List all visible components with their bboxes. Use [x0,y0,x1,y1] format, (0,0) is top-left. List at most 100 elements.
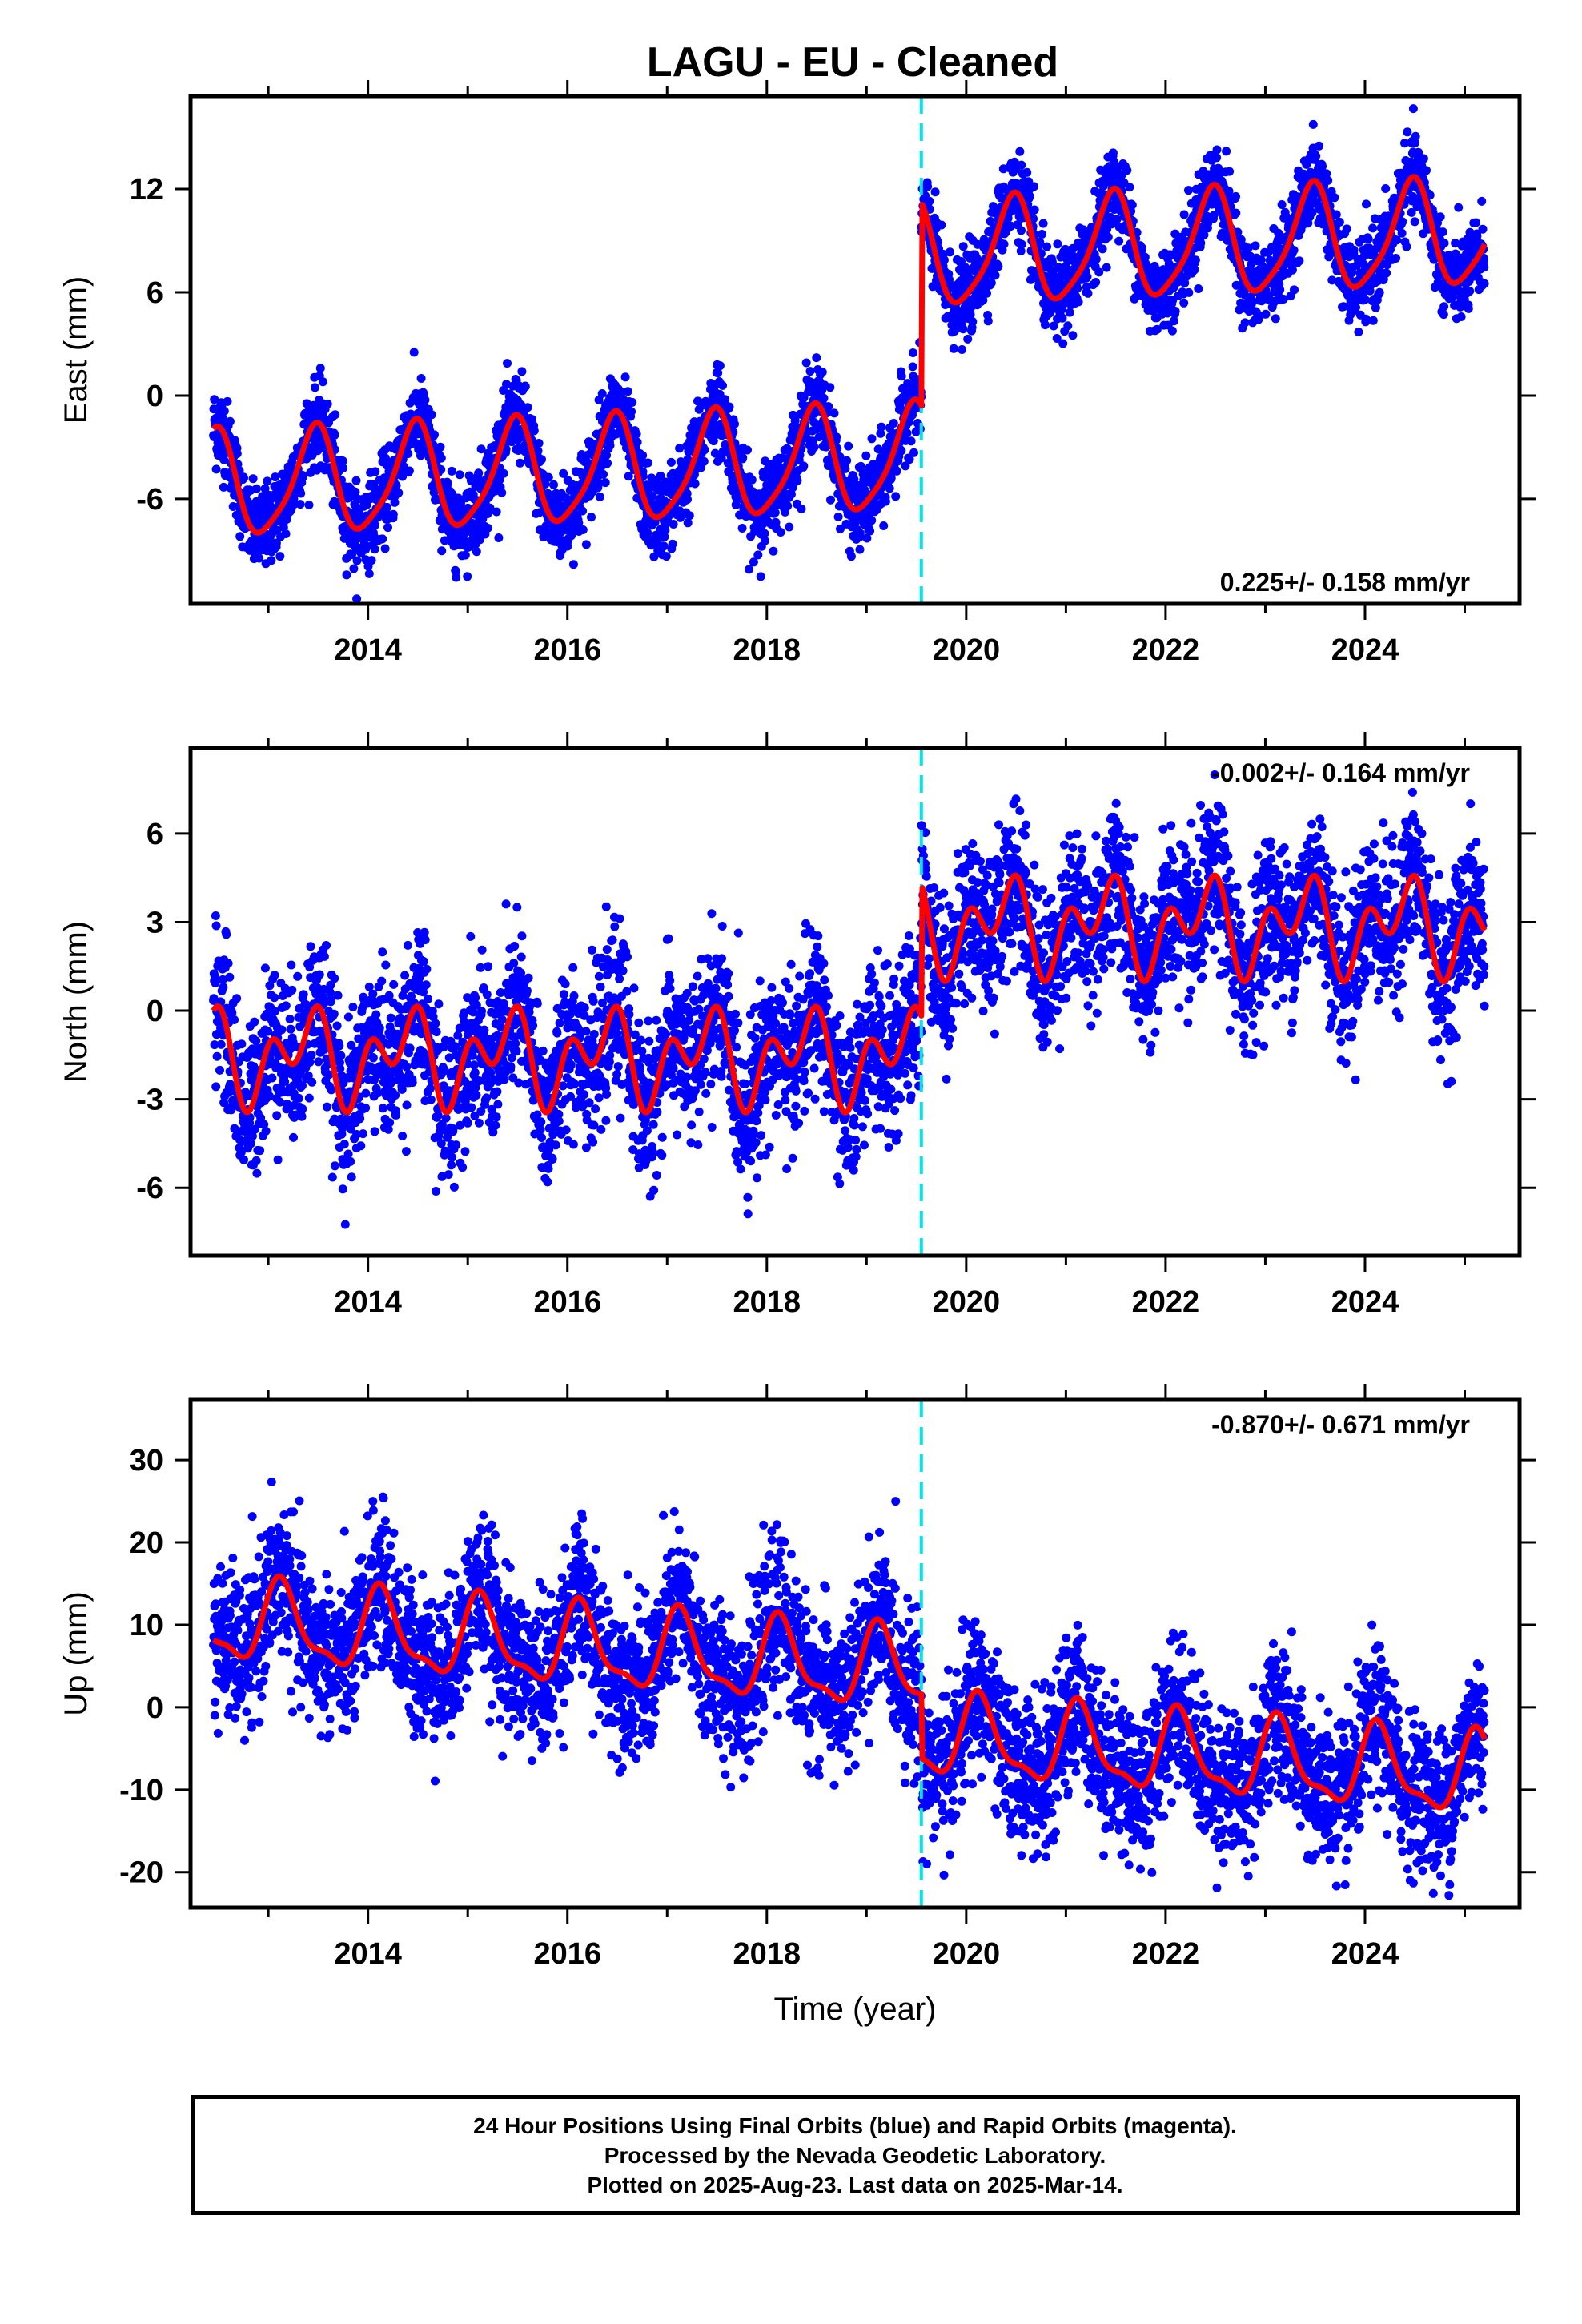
east-point [713,368,723,378]
east-point [1222,147,1231,156]
east-point [666,457,676,467]
east-point [1361,314,1371,324]
east-point [304,501,314,509]
east-point [1477,196,1487,206]
east-point [937,220,946,230]
east-point [1058,313,1067,323]
east-point [675,444,685,453]
east-point [330,430,339,440]
east-point [447,466,456,476]
east-point [620,372,630,382]
east-point [367,556,376,565]
east-point [587,513,596,522]
east-point [1330,193,1339,203]
north-point [285,1015,295,1023]
east-point [817,368,827,377]
east-point [600,478,610,488]
east-point [549,480,558,489]
east-point [809,442,819,452]
north-point [287,960,296,970]
east-point [1402,242,1411,251]
east-point [455,470,464,480]
east-point [1017,239,1026,249]
east-point [1454,203,1464,212]
east-point [339,464,348,472]
east-point [1091,278,1101,287]
east-point [797,504,806,513]
east-point [427,410,436,420]
east-x-tick-label: 2022 [1132,633,1200,667]
east-point [743,445,752,455]
east-point [535,508,544,517]
east-point [351,476,361,485]
east-point [452,573,461,582]
east-point [877,422,886,432]
east-point [349,564,359,573]
east-point [1308,119,1318,129]
east-point [930,187,940,197]
north-point [211,921,221,931]
east-point [769,546,778,556]
east-point [1017,226,1026,235]
east-point [497,488,507,497]
east-point [1456,312,1466,321]
east-point [311,383,319,392]
east-point [1354,328,1363,336]
east-point [906,436,916,446]
east-point [1053,239,1062,249]
east-point [1478,224,1488,234]
east-point [699,456,709,466]
east-y-tick-label: 12 [130,173,163,207]
east-point [605,440,615,450]
east-point [296,489,306,498]
east-point [709,419,719,428]
east-point [1114,236,1124,246]
east-point [1125,183,1134,192]
east-point [315,364,325,373]
east-point [1179,298,1189,308]
east-point [897,372,906,381]
east-point [749,557,758,567]
east-point [494,533,504,542]
east-point [908,362,917,372]
east-point [248,474,258,484]
east-y-tick-label: 0 [147,380,163,413]
east-point [436,453,446,463]
east-point [232,449,242,458]
east-point [632,429,641,439]
east-point [683,518,693,528]
north-point [215,1065,224,1075]
east-point [543,489,552,498]
east-point [352,594,362,604]
east-point [1251,241,1260,251]
east-point [958,242,968,251]
north-point [225,972,235,982]
east-point [760,536,769,545]
east-point [603,459,612,468]
east-point [581,540,591,549]
east-point [892,466,901,476]
north-point [251,1036,261,1046]
east-point [718,380,727,390]
east-point [223,396,232,406]
east-point [323,399,332,408]
east-point [819,393,829,403]
east-point [420,395,430,404]
east-point [745,565,754,574]
east-point [1311,151,1321,161]
east-point [812,353,821,363]
east-point [841,464,850,473]
east-point [391,480,401,490]
east-point [1382,268,1391,278]
east-point [534,439,544,448]
east-point [994,262,1003,271]
east-point [1091,255,1101,264]
east-point [394,488,404,497]
east-point [983,316,993,326]
east-point [364,569,374,578]
east-point [1030,205,1039,215]
east-point [825,383,835,392]
east-point [833,512,843,521]
east-point [1191,255,1200,265]
